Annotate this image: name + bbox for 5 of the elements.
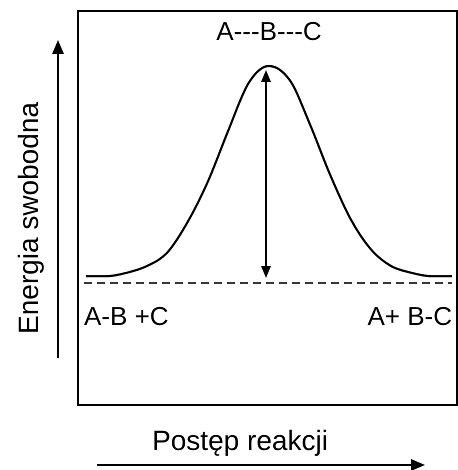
annotation: A---B---C xyxy=(216,16,322,46)
annotation: A-B +C xyxy=(84,300,169,331)
y-axis-title: Energia swobodna xyxy=(13,102,44,334)
annotation: A+ B-C xyxy=(367,300,452,331)
x-axis-title: Postęp reakcji xyxy=(152,425,328,456)
